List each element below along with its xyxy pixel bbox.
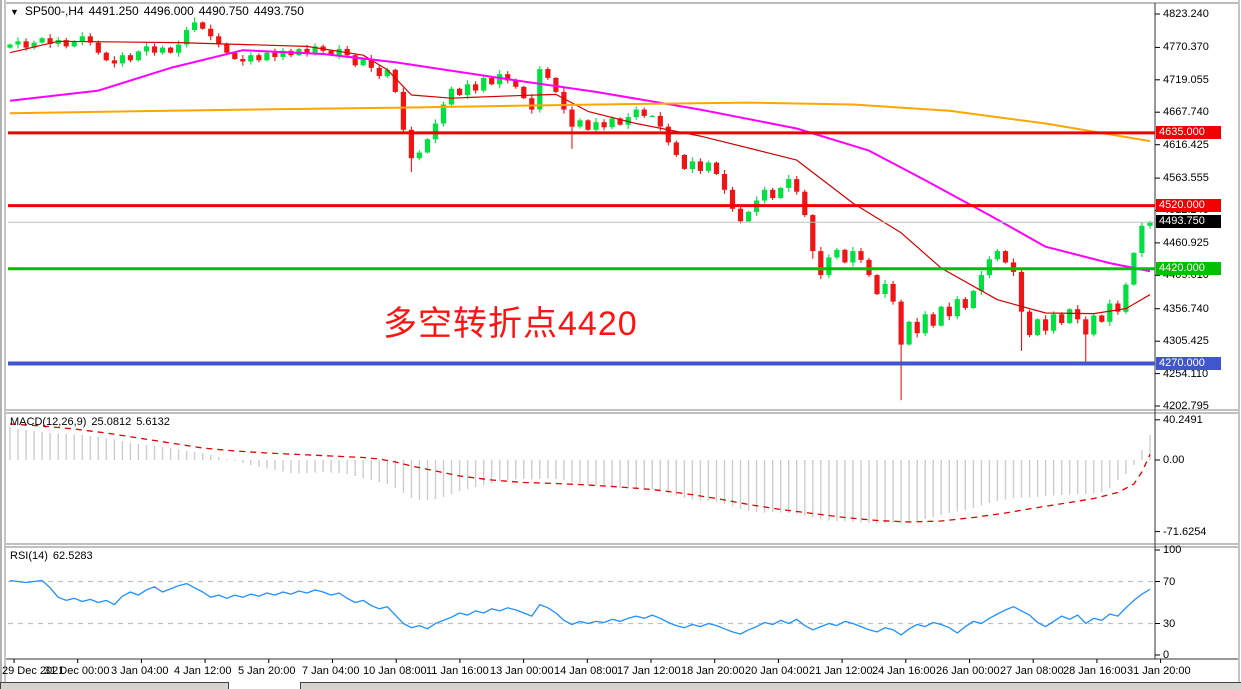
window-menu-icon[interactable]: ▼ [10,7,19,17]
price-axis-label: 4616.425 [1163,139,1209,151]
rsi-name: RSI(14) [10,550,48,562]
price-level-badge: 4420.000 [1156,262,1221,275]
price-axis-label: 4305.425 [1163,335,1209,347]
price-level-badge: 4493.750 [1156,215,1221,228]
macd-axis-label: -71.6254 [1163,526,1207,538]
time-axis-label: 24 Jan 16:00 [872,665,936,677]
time-axis-label: 31 Dec 00:00 [44,665,110,677]
price-axis-label: 4460.925 [1163,237,1209,249]
time-axis-label: 26 Jan 00:00 [936,665,1000,677]
symbol-timeframe-label: SP500-,H4 [24,4,84,18]
macd-name: MACD(12,26,9) [10,416,87,428]
time-axis-label: 29 Dec 2021 [2,665,65,677]
price-axis-label: 4719.055 [1163,74,1209,86]
time-axis-label: 4 Jan 12:00 [174,665,232,677]
macd-axis-label: 40.2491 [1163,414,1203,426]
price-level-badge: 4520.000 [1156,199,1221,212]
rsi-axis-label: 0 [1163,649,1170,661]
time-axis-label: 21 Jan 12:00 [809,665,873,677]
ohlc-high: 4496.000 [143,4,194,18]
chart-title-bar: ▼ SP500-,H4 4491.250 4496.000 4490.750 4493.7… [10,4,309,18]
rsi-axis-label: 70 [1163,576,1176,588]
price-level-badge: 4270.000 [1156,357,1221,370]
time-axis-label: 31 Jan 20:00 [1127,665,1191,677]
macd-axis-label: 0.00 [1163,454,1185,466]
price-axis-label: 4563.555 [1163,172,1209,184]
time-axis-label: 7 Jan 04:00 [302,665,360,677]
rsi-indicator-label: RSI(14) 62.5283 [10,550,98,562]
price-axis-label: 4254.110 [1163,368,1209,380]
price-axis-label: 4202.795 [1163,400,1209,412]
ohlc-close: 4493.750 [253,4,304,18]
time-axis-label: 11 Jan 16:00 [426,665,489,677]
rsi-value: 62.5283 [52,550,93,562]
time-axis-label: 13 Jan 00:00 [490,665,554,677]
time-axis-label: 3 Jan 04:00 [111,665,169,677]
macd-main-value: 25.0812 [91,416,132,428]
macd-indicator-label: MACD(12,26,9) 25.0812 5.6132 [10,416,175,428]
time-axis-label: 17 Jan 12:00 [617,665,681,677]
macd-signal-value: 5.6132 [136,416,170,428]
ohlc-low: 4490.750 [198,4,249,18]
rsi-axis-label: 100 [1163,544,1182,556]
time-axis-label: 18 Jan 20:00 [681,665,745,677]
time-axis-label: 14 Jan 08:00 [554,665,618,677]
minimized-window-strip[interactable] [0,682,229,689]
time-axis-label: 10 Jan 08:00 [363,665,427,677]
minimized-window-strip[interactable] [300,682,1241,689]
time-axis-label: 27 Jan 08:00 [1000,665,1064,677]
time-axis-label: 20 Jan 04:00 [745,665,809,677]
rsi-axis-label: 30 [1163,618,1176,630]
price-axis-label: 4667.740 [1163,106,1209,118]
time-axis-label: 28 Jan 16:00 [1063,665,1127,677]
ohlc-open: 4491.250 [88,4,139,18]
price-axis-label: 4823.240 [1163,8,1209,20]
pivot-annotation-text: 多空转折点4420 [383,305,638,343]
time-axis-label: 5 Jan 20:00 [238,665,296,677]
price-axis-label: 4770.370 [1163,41,1209,53]
price-level-badge: 4635.000 [1156,126,1221,139]
price-axis-label: 4356.740 [1163,303,1209,315]
